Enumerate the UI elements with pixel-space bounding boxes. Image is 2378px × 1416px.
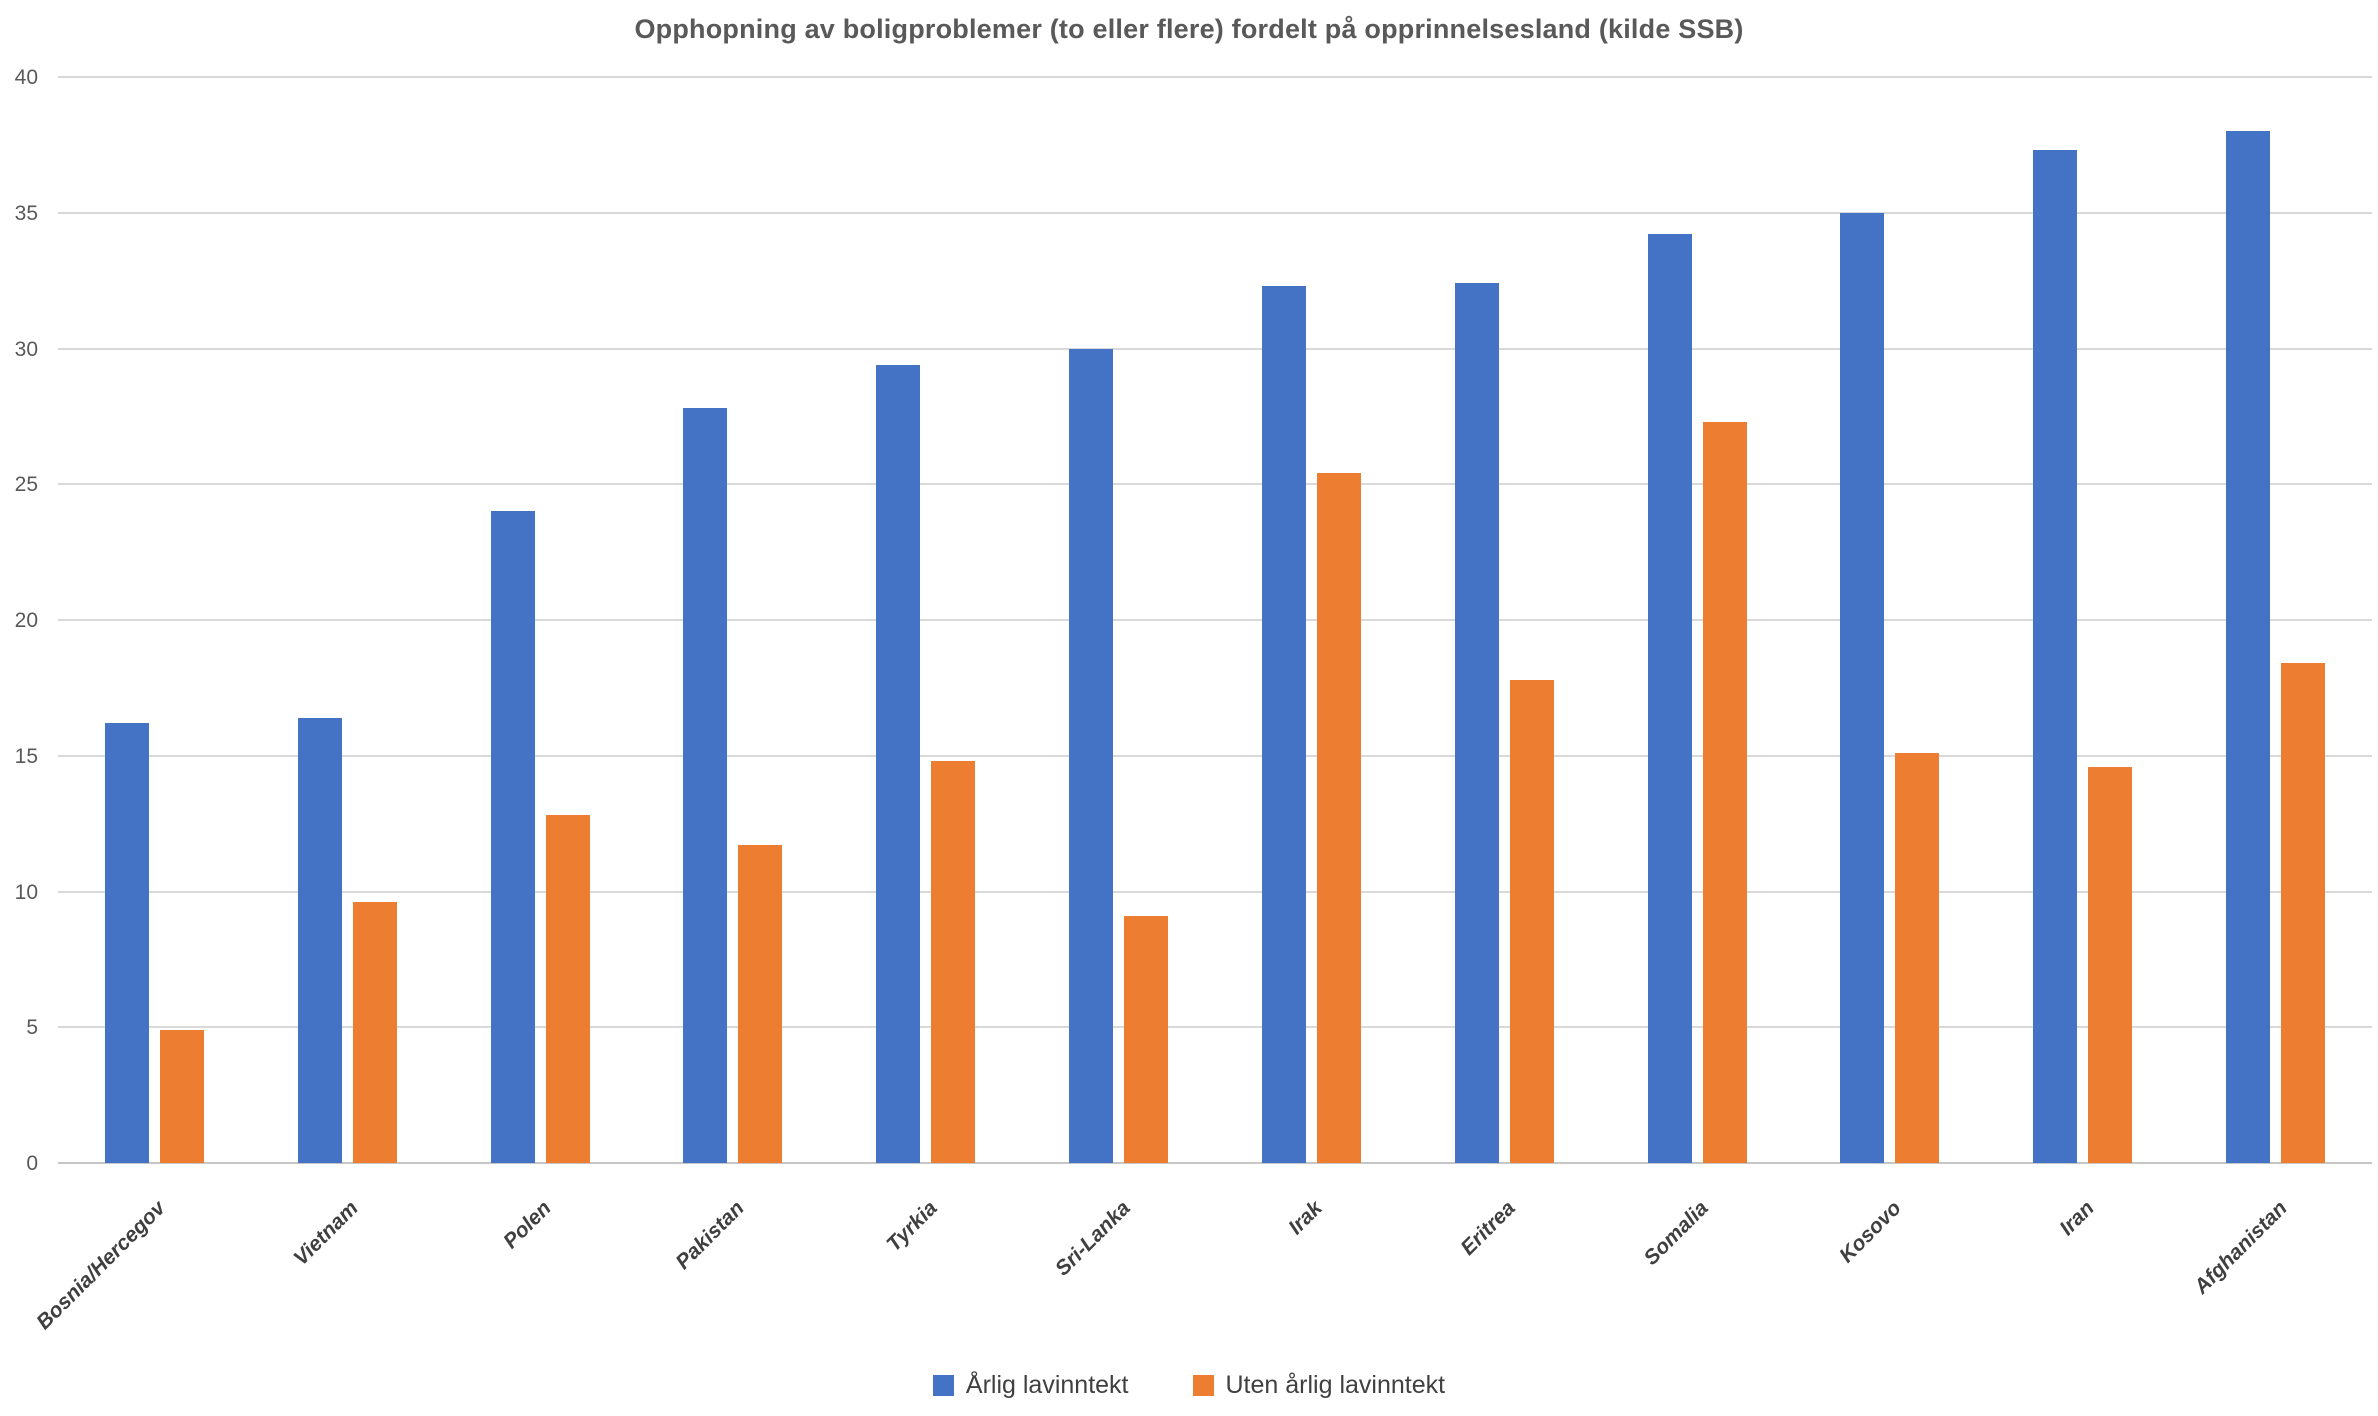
bar-blue-eritrea bbox=[1454, 283, 1499, 1163]
legend-swatch-orange bbox=[1192, 1375, 1214, 1396]
bar-orange-afghanistan bbox=[2281, 663, 2326, 1163]
gridline-20 bbox=[58, 619, 2372, 621]
legend-label: Årlig lavinntekt bbox=[965, 1371, 1129, 1399]
bar-orange-kosovo bbox=[1895, 753, 1940, 1163]
gridline-15 bbox=[58, 754, 2372, 757]
gridline-30 bbox=[58, 347, 2372, 350]
bar-blue-irak bbox=[1261, 286, 1306, 1163]
gridline-25 bbox=[58, 483, 2372, 486]
bar-orange-bosnia-hercegov bbox=[159, 1029, 204, 1163]
y-tick-label-0: 0 bbox=[26, 1152, 38, 1175]
y-tick-label-35: 35 bbox=[14, 201, 38, 225]
legend-label: Uten årlig lavinntekt bbox=[1225, 1371, 1446, 1399]
bar-blue-sri-lanka bbox=[1069, 348, 1114, 1163]
bar-orange-somalia bbox=[1702, 421, 1747, 1163]
bar-blue-kosovo bbox=[1840, 212, 1885, 1163]
gridline-10 bbox=[58, 890, 2372, 893]
x-axis-line bbox=[58, 1162, 2372, 1164]
bar-blue-vietnam bbox=[297, 717, 342, 1163]
bar-orange-tyrkia bbox=[931, 761, 976, 1163]
y-tick-label-5: 5 bbox=[26, 1016, 38, 1040]
legend: Årlig lavinntekt Uten årlig lavinntekt bbox=[0, 1371, 2378, 1400]
chart-title: Opphopning av boligproblemer (to eller f… bbox=[634, 14, 1744, 44]
bar-blue-bosnia-hercegov bbox=[104, 723, 149, 1163]
bar-orange-eritrea bbox=[1509, 679, 1554, 1163]
y-tick-label-20: 20 bbox=[14, 609, 38, 632]
bar-blue-tyrkia bbox=[876, 364, 921, 1163]
bar-blue-pakistan bbox=[683, 408, 728, 1163]
legend-item-arlig-lavinntekt: Årlig lavinntekt bbox=[932, 1371, 1129, 1400]
y-tick-label-40: 40 bbox=[14, 66, 38, 89]
y-tick-label-15: 15 bbox=[14, 744, 38, 768]
bar-orange-iran bbox=[2088, 766, 2133, 1163]
bar-blue-somalia bbox=[1647, 234, 1692, 1163]
bar-orange-irak bbox=[1316, 473, 1361, 1163]
bar-orange-sri-lanka bbox=[1124, 915, 1169, 1163]
bar-orange-polen bbox=[545, 815, 590, 1163]
y-tick-label-10: 10 bbox=[14, 880, 38, 904]
bar-orange-vietnam bbox=[352, 902, 397, 1163]
bar-blue-afghanistan bbox=[2226, 131, 2271, 1163]
bar-blue-iran bbox=[2033, 150, 2078, 1163]
y-tick-label-25: 25 bbox=[14, 473, 38, 497]
gridline-35 bbox=[58, 211, 2372, 214]
bar-blue-polen bbox=[490, 511, 535, 1163]
bar-orange-pakistan bbox=[738, 845, 783, 1163]
y-tick-label-30: 30 bbox=[14, 337, 38, 361]
legend-item-uten-arlig-lavinntekt: Uten årlig lavinntekt bbox=[1192, 1371, 1446, 1400]
gridline-5 bbox=[58, 1026, 2372, 1029]
legend-swatch-blue bbox=[932, 1375, 954, 1396]
gridline-40 bbox=[58, 76, 2372, 78]
